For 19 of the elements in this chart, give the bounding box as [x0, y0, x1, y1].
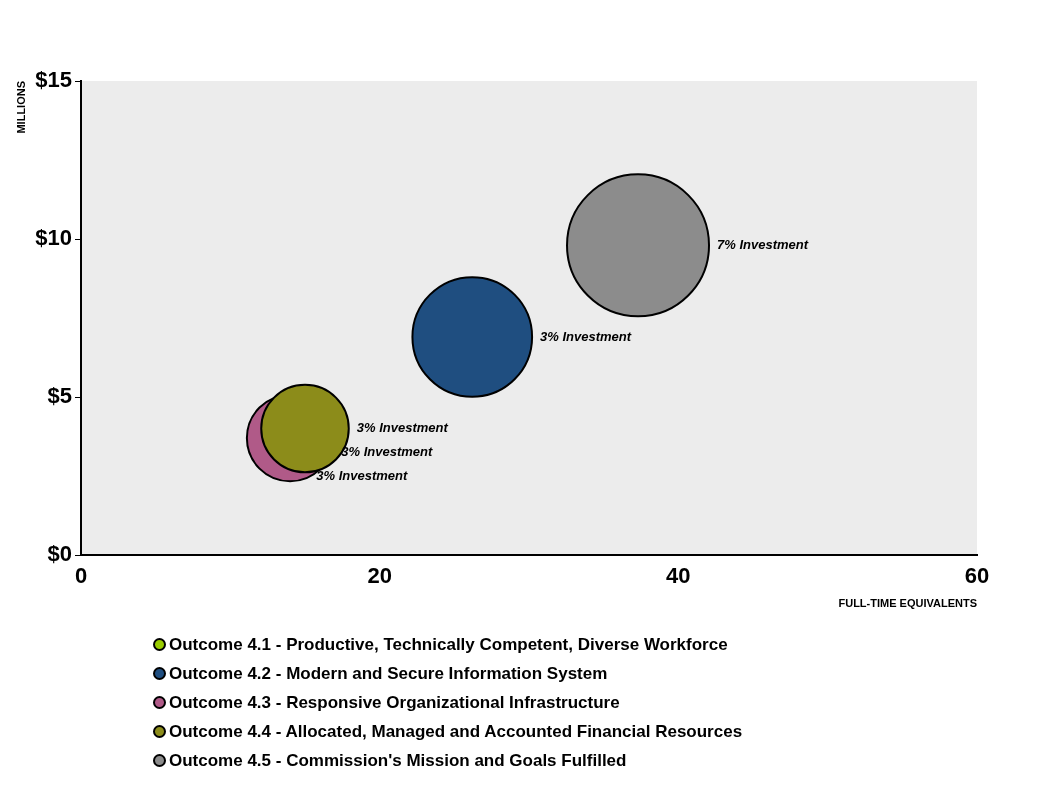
y-tick-label: $10 — [35, 225, 72, 251]
y-tick-label: $0 — [47, 541, 72, 567]
y-axis-title: MILLIONS — [14, 81, 27, 134]
y-tick-label: $15 — [35, 67, 72, 93]
legend-label: Outcome 4.2 - Modern and Secure Information System — [169, 663, 608, 684]
x-tick-label: 20 — [367, 563, 392, 589]
legend-label: Outcome 4.4 - Allocated, Managed and Accounted Financial Resources — [169, 721, 743, 742]
x-tick-label: 60 — [964, 563, 990, 589]
x-tick-label: 0 — [74, 563, 88, 589]
legend-label: Outcome 4.5 - Commission's Mission and Goals Fulfilled — [169, 750, 627, 771]
annotation: 3% Investment — [356, 420, 449, 436]
legend-label: Outcome 4.3 - Responsive Organizational Infrastructure — [169, 692, 620, 713]
x-tick-label: 40 — [666, 563, 691, 589]
annotation: 3% Investment — [540, 328, 632, 344]
annotation: 3% Investment — [316, 468, 408, 484]
x-axis-title: FULL-TIME EQUIVALENTS — [838, 597, 977, 610]
y-tick-label: $5 — [47, 383, 72, 409]
annotation: 7% Investment — [717, 236, 809, 252]
legend-label: Outcome 4.1 - Productive, Technically Competent, Diverse Workforce — [169, 634, 728, 655]
